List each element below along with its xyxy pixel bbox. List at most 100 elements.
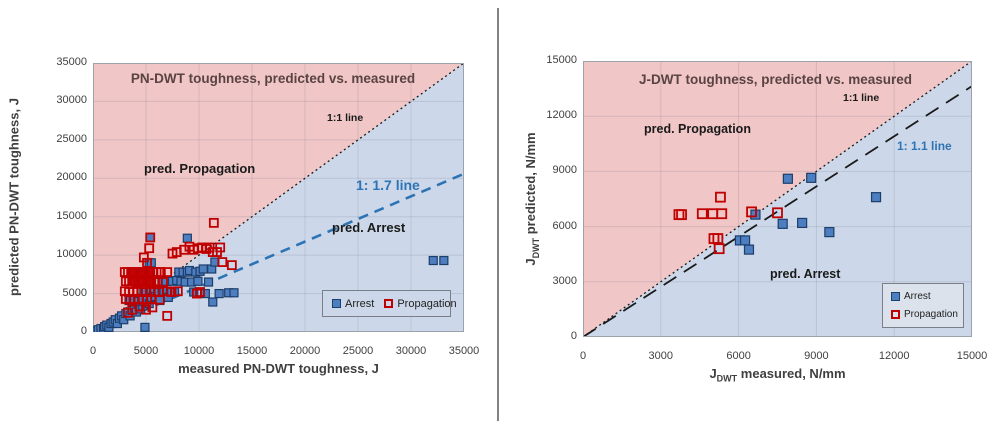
legend-item-propagation: Propagation bbox=[891, 309, 958, 320]
propagation-point bbox=[208, 217, 219, 228]
propagation-point bbox=[120, 276, 131, 287]
arrest-point bbox=[439, 255, 449, 266]
x-axis-label-subscript: DWT bbox=[716, 373, 738, 384]
y-tick-label: 0 bbox=[570, 330, 577, 342]
plot-border bbox=[583, 61, 972, 337]
arrest-point bbox=[102, 320, 112, 330]
propagation-point bbox=[172, 286, 183, 297]
propagation-point bbox=[128, 287, 139, 297]
arrest-point bbox=[148, 286, 159, 296]
propagation-point bbox=[144, 243, 155, 254]
arrest-point bbox=[144, 258, 154, 268]
x-axis-label: JDWT measured, N/mm bbox=[583, 366, 972, 384]
arrest-point bbox=[110, 315, 120, 325]
arrest-point bbox=[214, 288, 224, 299]
propagation-point bbox=[145, 286, 156, 297]
propagation-point bbox=[138, 252, 149, 263]
propagation-point bbox=[123, 307, 133, 318]
y-axis-label-rest: predicted, N/mm bbox=[523, 132, 539, 238]
arrest-point bbox=[203, 277, 214, 287]
propagation-point bbox=[129, 294, 140, 304]
propagation-point bbox=[676, 209, 687, 221]
arrest-point bbox=[98, 324, 109, 332]
propagation-point bbox=[143, 276, 154, 287]
ratio-line bbox=[93, 172, 464, 332]
arrest-point bbox=[131, 307, 142, 317]
arrest-point bbox=[182, 267, 192, 277]
propagation-point bbox=[134, 301, 145, 312]
propagation-point bbox=[127, 304, 138, 315]
propagation-marker-icon bbox=[384, 299, 394, 308]
propagation-region bbox=[583, 61, 972, 337]
arrest-point bbox=[163, 292, 173, 303]
arrest-point bbox=[198, 264, 208, 274]
propagation-point bbox=[712, 233, 724, 244]
propagation-point bbox=[226, 260, 237, 271]
arrest-point bbox=[739, 235, 751, 246]
predicted-arrest-region-label: pred. Arrest bbox=[332, 220, 406, 235]
propagation-point bbox=[195, 287, 205, 297]
legend-label-arrest: Arrest bbox=[904, 291, 931, 302]
arrest-point bbox=[806, 172, 817, 183]
arrest-point bbox=[191, 267, 201, 277]
arrest-point bbox=[150, 292, 161, 302]
propagation-point bbox=[149, 277, 160, 287]
arrest-point bbox=[133, 299, 144, 309]
propagation-point bbox=[207, 247, 218, 257]
propagation-point bbox=[141, 304, 151, 315]
propagation-point bbox=[673, 209, 685, 221]
j-dwt-plot-area bbox=[583, 61, 972, 337]
propagation-point bbox=[124, 276, 134, 287]
propagation-point bbox=[179, 244, 190, 255]
arrest-point bbox=[155, 295, 165, 306]
propagation-point bbox=[716, 208, 728, 220]
arrest-point bbox=[165, 286, 175, 296]
y-tick-label: 6000 bbox=[552, 219, 577, 232]
y-tick-label: 35000 bbox=[56, 56, 87, 68]
y-tick-label: 3000 bbox=[552, 274, 577, 287]
propagation-point bbox=[162, 310, 173, 321]
arrest-point bbox=[172, 275, 182, 286]
x-tick-label: 15000 bbox=[956, 350, 988, 362]
arrest-marker-icon bbox=[891, 292, 900, 301]
arrest-marker-icon bbox=[332, 299, 341, 308]
propagation-point bbox=[125, 294, 135, 305]
propagation-point bbox=[158, 277, 168, 287]
propagation-point bbox=[153, 287, 164, 297]
y-axis-label: predicted PN-DWT toughness, J bbox=[6, 98, 22, 296]
propagation-point bbox=[715, 191, 726, 203]
propagation-point bbox=[708, 233, 720, 244]
arrest-point bbox=[137, 293, 147, 303]
legend: Arrest Propagation bbox=[882, 283, 964, 328]
legend-label-propagation: Propagation bbox=[904, 309, 958, 320]
legend-item-arrest: Arrest bbox=[891, 291, 931, 302]
arrest-point bbox=[139, 287, 149, 297]
y-tick-label: 10000 bbox=[56, 248, 87, 261]
arrest-region bbox=[93, 63, 464, 332]
arrest-point bbox=[186, 277, 197, 287]
x-tick-label: 30000 bbox=[395, 345, 427, 357]
propagation-point bbox=[119, 267, 130, 277]
arrest-point bbox=[93, 325, 103, 332]
pn-dwt-plot-area bbox=[93, 63, 464, 332]
arrest-point bbox=[121, 308, 131, 319]
arrest-point bbox=[870, 192, 882, 203]
arrest-point bbox=[208, 297, 218, 307]
arrest-point bbox=[114, 313, 125, 323]
propagation-point bbox=[217, 257, 228, 267]
propagation-point bbox=[135, 267, 146, 277]
propagation-point bbox=[171, 247, 182, 257]
propagation-point bbox=[124, 287, 134, 297]
y-tick-label: 12000 bbox=[546, 109, 577, 122]
x-tick-label: 10000 bbox=[183, 345, 215, 357]
propagation-point bbox=[746, 206, 757, 218]
x-tick-label: 12000 bbox=[878, 350, 910, 362]
arrest-point bbox=[104, 322, 114, 332]
arrest-point bbox=[200, 288, 210, 299]
propagation-point bbox=[146, 276, 157, 287]
propagation-point bbox=[201, 244, 212, 254]
x-tick-label: 6000 bbox=[726, 350, 751, 362]
propagation-point bbox=[188, 244, 199, 255]
propagation-point bbox=[147, 302, 158, 313]
arrest-point bbox=[157, 277, 167, 287]
